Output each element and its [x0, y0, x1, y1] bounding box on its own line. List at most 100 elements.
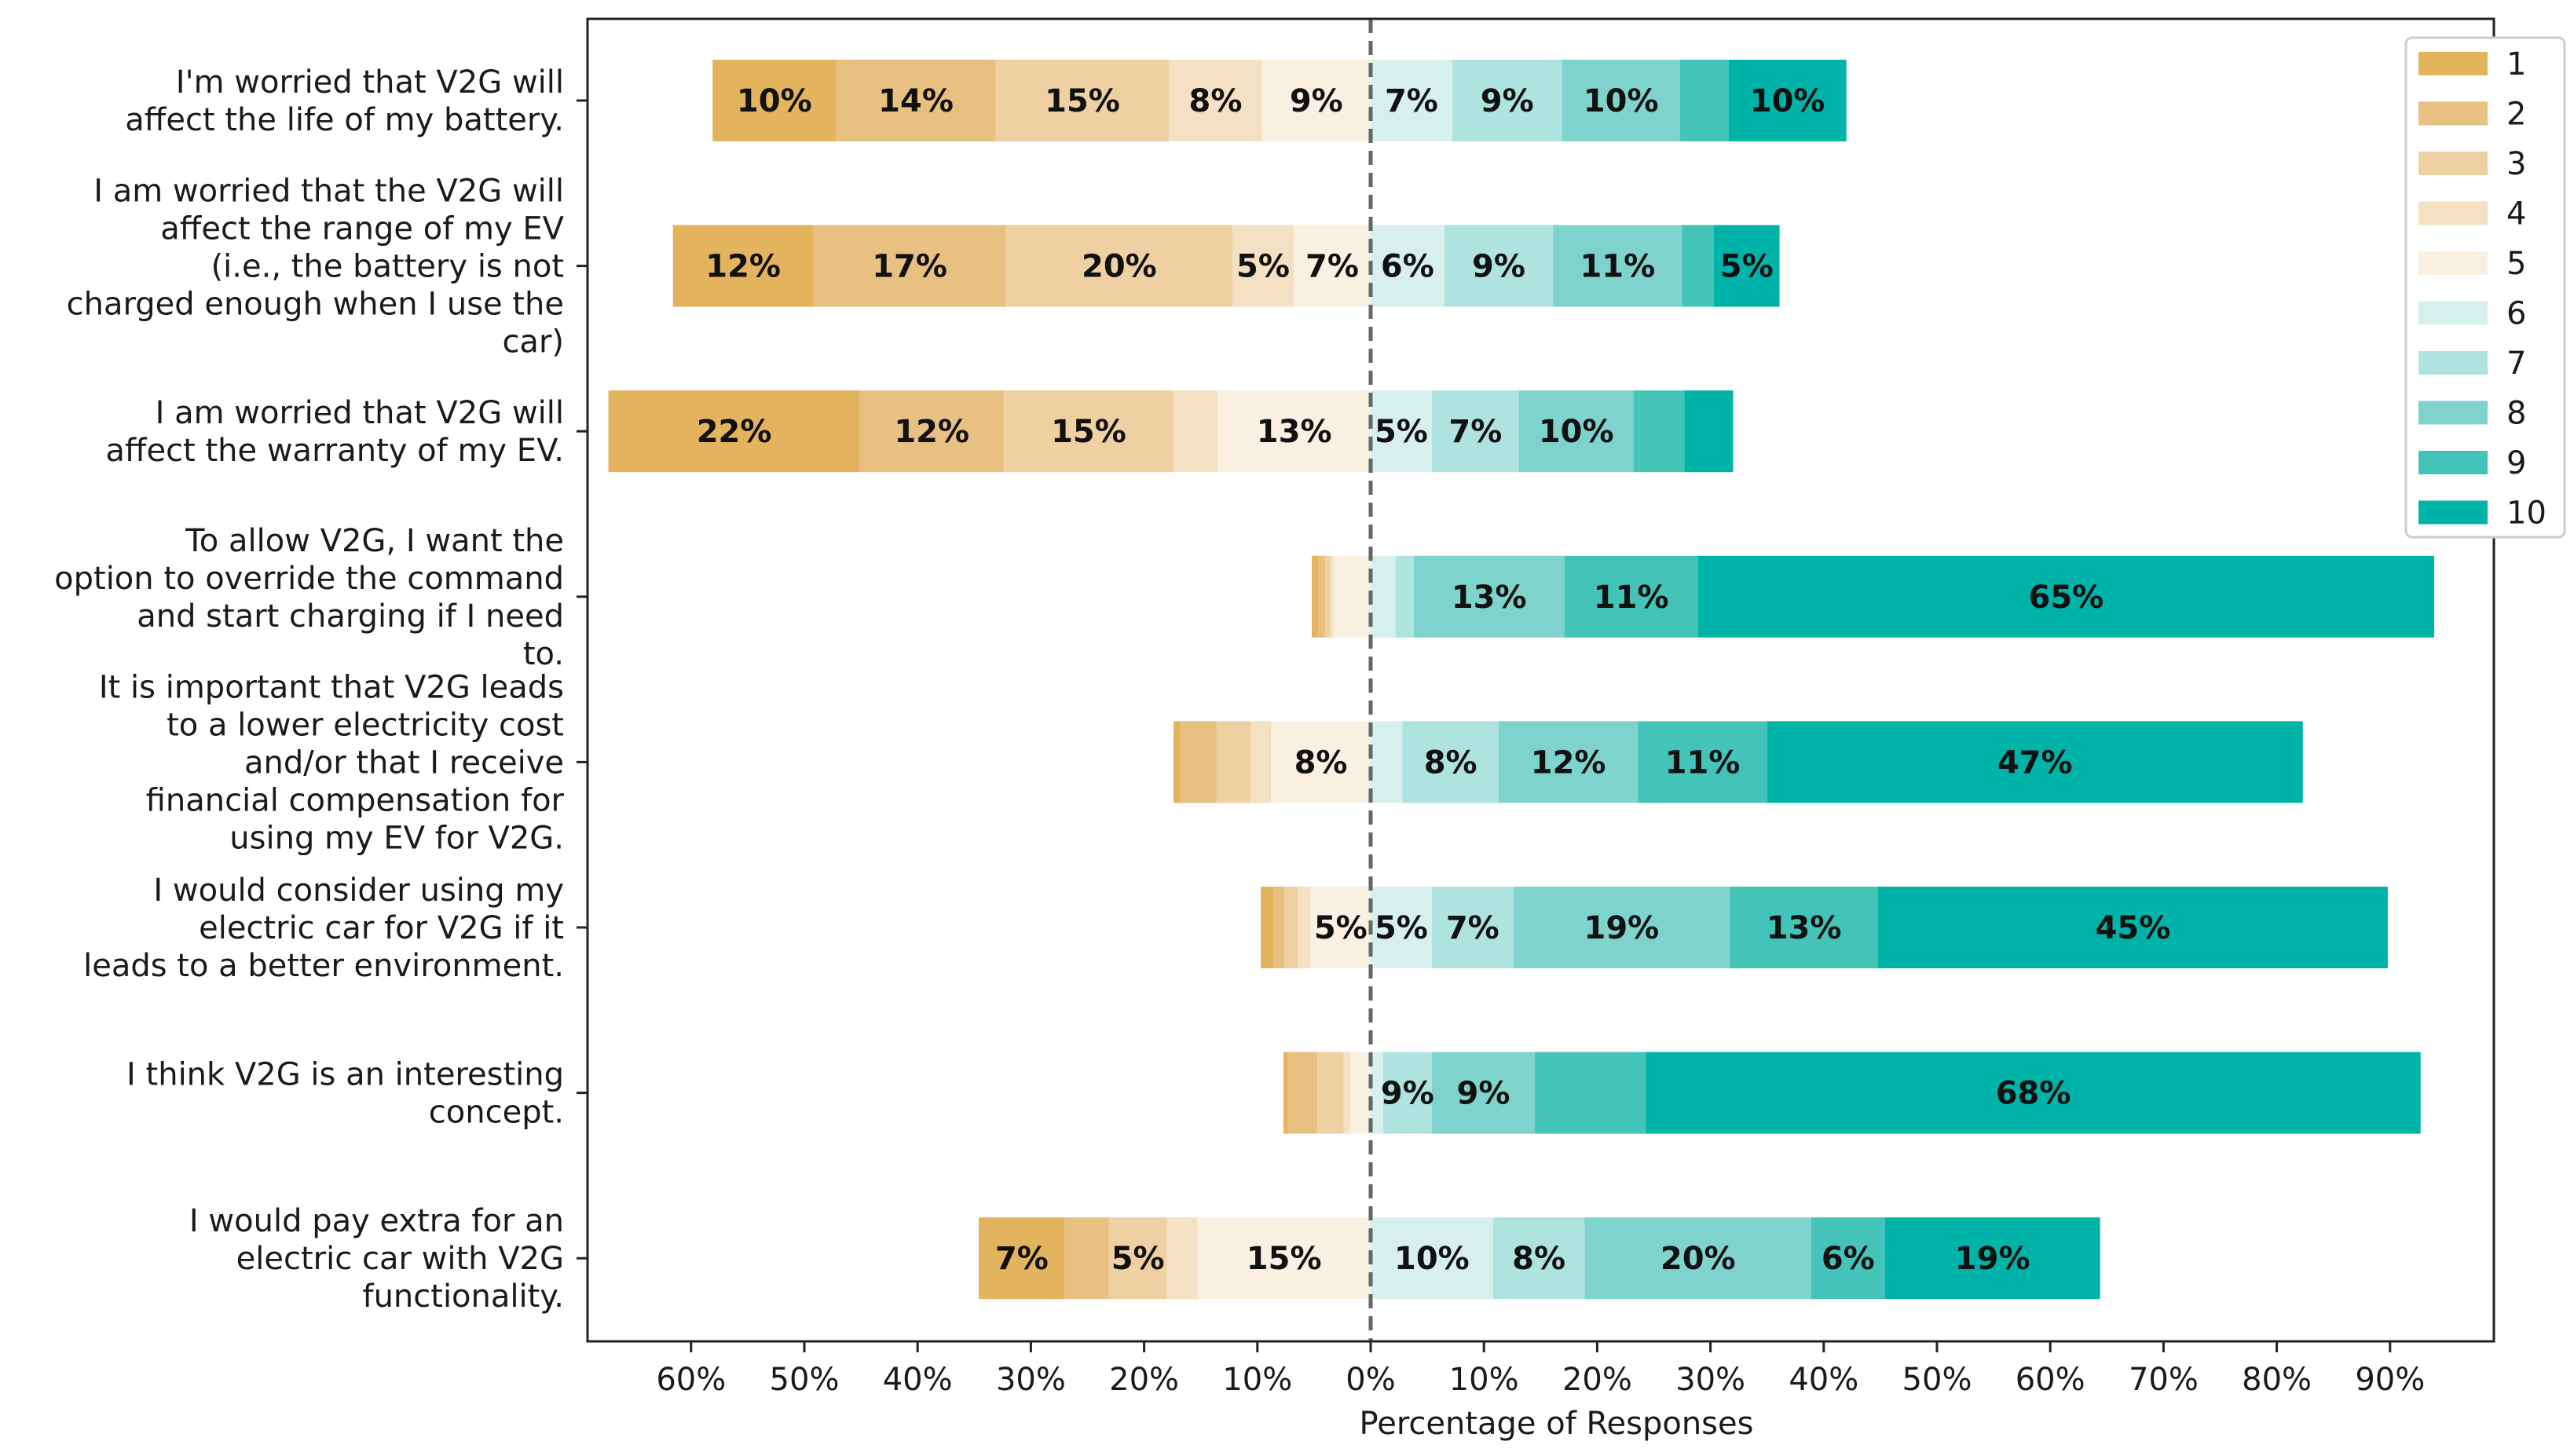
bar-segment-q3-level-7: [1431, 390, 1519, 473]
bar-segment-q5-level-2: [1180, 721, 1217, 803]
bar-segment-q7-level-5: [1350, 1052, 1371, 1134]
bar-value-label-q7-level-7: 9%: [1381, 1076, 1434, 1112]
bar-segment-q7-level-9: [1535, 1052, 1646, 1134]
bar-segment-q2-level-10: [1713, 225, 1780, 307]
bar-segment-q6-level-9: [1730, 887, 1879, 968]
legend-swatch-10: [2418, 500, 2488, 525]
legend-label-3: 3: [2506, 146, 2526, 182]
category-label-q5-line-2: to a lower electricity cost: [167, 707, 564, 743]
bar-segment-q8-level-10: [1884, 1217, 2100, 1300]
category-label-q8-line-3: functionality.: [362, 1279, 564, 1315]
bar-segment-q4-level-3: [1325, 555, 1331, 638]
bar-segment-q8-level-7: [1492, 1217, 1585, 1300]
bar-value-label-q1-level-5: 9%: [1290, 83, 1343, 119]
bar-segment-q2-level-3: [1005, 225, 1233, 307]
bar-segment-q1-level-6: [1371, 60, 1452, 141]
bar-segment-q6-level-1: [1261, 887, 1273, 968]
bar-value-label-q5-level-8: 12%: [1531, 744, 1606, 781]
bar-segment-q6-level-10: [1878, 887, 2388, 968]
bar-value-label-q3-level-8: 10%: [1539, 414, 1614, 450]
bar-value-label-q2-level-6: 6%: [1381, 249, 1434, 285]
bar-value-label-q8-level-3: 5%: [1111, 1241, 1165, 1277]
bar-value-label-q6-level-8: 19%: [1584, 910, 1660, 946]
bar-segment-q7-level-10: [1646, 1052, 2421, 1134]
legend-swatch-9: [2418, 451, 2488, 474]
bar-segment-q1-level-8: [1562, 60, 1680, 141]
bar-segment-q1-level-9: [1679, 60, 1729, 141]
bar-segment-q8-level-4: [1166, 1217, 1198, 1300]
bar-value-label-q2-level-4: 5%: [1236, 249, 1290, 285]
bar-value-label-q8-level-8: 20%: [1660, 1241, 1736, 1277]
category-label-q4-line-3: and start charging if I need: [137, 598, 564, 635]
bar-segment-q7-level-2: [1287, 1052, 1318, 1134]
bar-value-label-q8-level-7: 8%: [1512, 1241, 1565, 1277]
legend-swatch-1: [2418, 52, 2488, 75]
bar-segment-q7-level-8: [1431, 1052, 1536, 1134]
bar-segment-q6-level-2: [1272, 887, 1285, 968]
bar-segment-q8-level-9: [1811, 1217, 1885, 1300]
category-label-q6-line-3: leads to a better environment.: [83, 948, 564, 984]
bar-value-label-q3-level-2: 12%: [894, 414, 969, 450]
bar-segment-q8-level-2: [1064, 1217, 1109, 1300]
x-tick-label: 70%: [2129, 1362, 2199, 1398]
bar-value-label-q6-level-6: 5%: [1375, 910, 1428, 946]
category-label-q2-line-5: car): [502, 324, 564, 360]
bar-value-label-q7-level-8: 9%: [1457, 1076, 1510, 1112]
bar-segment-q8-level-8: [1584, 1217, 1811, 1300]
bar-segment-q5-level-4: [1250, 721, 1272, 803]
bar-value-label-q4-level-8: 13%: [1452, 580, 1527, 616]
category-label-q5-line-3: and/or that I receive: [244, 744, 564, 781]
bar-segment-q2-level-4: [1232, 225, 1294, 307]
bar-segment-q7-level-4: [1343, 1052, 1351, 1134]
legend-swatch-4: [2418, 201, 2488, 225]
bar-value-label-q6-level-10: 45%: [2096, 910, 2171, 946]
bars-layer: [608, 60, 2435, 1300]
x-tick-label: 40%: [883, 1362, 953, 1398]
bar-value-label-q5-level-9: 11%: [1665, 744, 1741, 781]
category-label-q1-line-1: I'm worried that V2G will: [176, 64, 564, 101]
bar-value-label-q3-level-5: 13%: [1257, 414, 1332, 450]
bar-value-label-q2-level-10: 5%: [1720, 249, 1774, 285]
bar-segment-q6-level-7: [1431, 887, 1514, 968]
bar-segment-q5-level-3: [1216, 721, 1251, 803]
plot-frame: [586, 17, 2495, 1343]
bar-value-label-q4-level-9: 11%: [1594, 580, 1669, 616]
bar-segment-q2-level-1: [672, 225, 814, 307]
bar-value-label-q8-level-9: 6%: [1822, 1241, 1875, 1277]
bar-segment-q3-level-6: [1371, 390, 1432, 473]
bar-segment-q1-level-5: [1261, 60, 1371, 141]
bar-value-label-q6-level-9: 13%: [1767, 910, 1842, 946]
legend-swatch-8: [2418, 401, 2488, 425]
bar-segment-q3-level-5: [1217, 390, 1371, 473]
legend-label-9: 9: [2506, 445, 2526, 481]
bar-segment-q1-level-10: [1728, 60, 1847, 141]
category-label-q7-line-2: concept.: [429, 1095, 564, 1131]
category-label-q4-line-4: to.: [523, 636, 564, 672]
bar-segment-q7-level-1: [1283, 1052, 1288, 1134]
bar-segment-q6-level-3: [1284, 887, 1298, 968]
bar-segment-q3-level-3: [1003, 390, 1174, 473]
legend-label-7: 7: [2506, 346, 2526, 382]
bar-segment-q5-level-6: [1371, 721, 1403, 803]
x-tick-label: 40%: [1789, 1362, 1858, 1398]
legend-label-8: 8: [2506, 396, 2526, 432]
legend-swatch-7: [2418, 351, 2488, 375]
category-label-q5-line-1: It is important that V2G leads: [99, 669, 564, 705]
bar-segment-q5-level-10: [1767, 721, 2303, 803]
bar-segment-q5-level-7: [1402, 721, 1499, 803]
bar-segment-q4-level-5: [1333, 555, 1371, 638]
category-label-q7-line-1: I think V2G is an interesting: [126, 1057, 564, 1093]
bar-segment-q2-level-7: [1444, 225, 1554, 307]
bar-segment-q1-level-2: [836, 60, 996, 141]
bar-segment-q3-level-1: [608, 390, 860, 473]
legend: 1 2 3 4 5 6 7 8 9 10: [2404, 36, 2566, 539]
bar-segment-q2-level-6: [1371, 225, 1444, 307]
bar-value-label-q2-level-5: 7%: [1305, 249, 1359, 285]
bar-value-label-q1-level-4: 8%: [1188, 83, 1242, 119]
bar-value-label-q1-level-2: 14%: [878, 83, 954, 119]
bar-value-label-q5-level-10: 47%: [1997, 744, 2073, 781]
bar-segment-q2-level-8: [1553, 225, 1682, 307]
bar-segment-q4-level-6: [1371, 555, 1396, 638]
legend-swatch-3: [2418, 152, 2488, 175]
x-tick-label: 20%: [1109, 1362, 1179, 1398]
